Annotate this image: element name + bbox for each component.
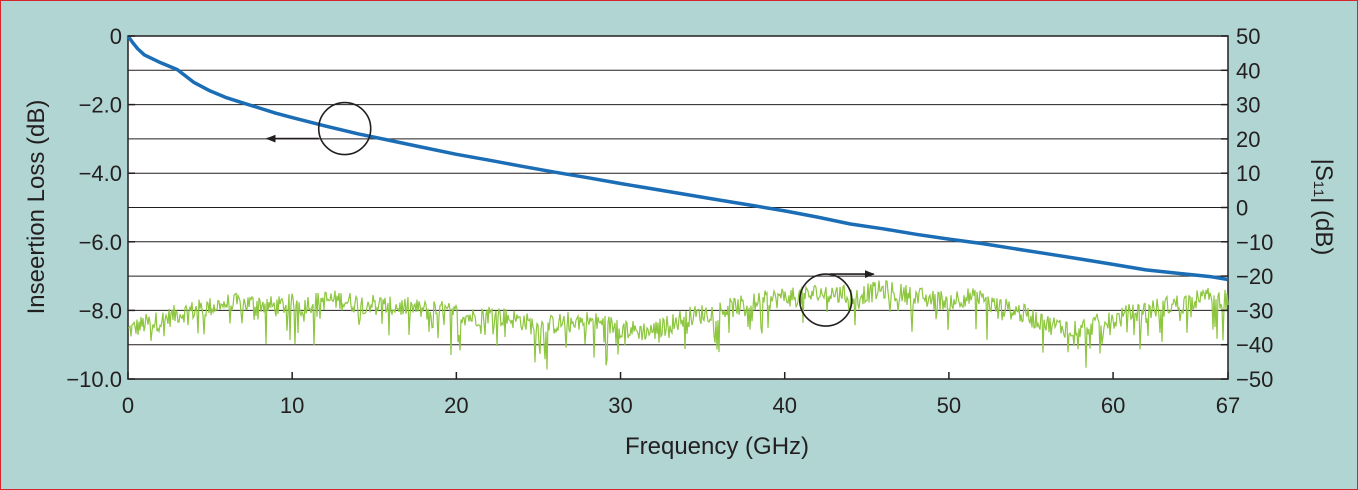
y-right-tick-label-1: 40 [1236, 58, 1260, 83]
y-right-tick-label-5: 0 [1236, 196, 1248, 221]
y-right-tick-label-7: −20 [1236, 264, 1273, 289]
x-tick-label-0: 0 [122, 393, 134, 418]
y-right-tick-label-6: −10 [1236, 230, 1273, 255]
y-left-tick-label-4: −8.0 [79, 298, 122, 323]
y-right-tick-label-4: 10 [1236, 161, 1260, 186]
y-left-tick-label-1: −2.0 [79, 93, 122, 118]
grid-lines [127, 35, 1229, 380]
x-axis-label: Frequency (GHz) [625, 433, 809, 460]
x-tick-label-60: 60 [1101, 393, 1125, 418]
y-right-tick-label-9: −40 [1236, 333, 1273, 358]
y-axis-label-right: |S₁₁| (dB) [1310, 159, 1337, 256]
x-tick-label-10: 10 [280, 393, 304, 418]
x-tick-label-40: 40 [772, 393, 796, 418]
y-left-tick-label-3: −6.0 [79, 230, 122, 255]
annotations [265, 101, 875, 327]
y-axis-label-left: Inseertion Loss (dB) [23, 100, 50, 315]
y-right-tick-label-0: 50 [1236, 24, 1260, 49]
y-left-tick-label-5: −10.0 [66, 367, 122, 392]
annotation-circle-left [317, 101, 372, 156]
series-insertion-loss [126, 34, 1229, 282]
series-s11 [128, 279, 1229, 370]
y-left-tick-label-2: −4.0 [79, 161, 122, 186]
x-tick-label-50: 50 [937, 393, 961, 418]
annotation-circle-right [798, 273, 853, 327]
x-tick-label-67: 67 [1216, 393, 1240, 418]
y-right-tick-label-3: 20 [1236, 127, 1260, 152]
y-right-tick-label-8: −30 [1236, 298, 1273, 323]
y-right-tick-label-10: −50 [1236, 367, 1273, 392]
x-tick-label-20: 20 [444, 393, 468, 418]
x-tick-label-30: 30 [608, 393, 632, 418]
y-right-tick-label-2: 30 [1236, 93, 1260, 118]
series-group [126, 34, 1229, 370]
y-left-tick-label-0: 0 [110, 24, 122, 49]
tick-labels: 0 10 20 30 40 50 60 67 0 −2.0 −4.0 −6.0 −8.0 −10.0 50 4… [66, 24, 1273, 418]
